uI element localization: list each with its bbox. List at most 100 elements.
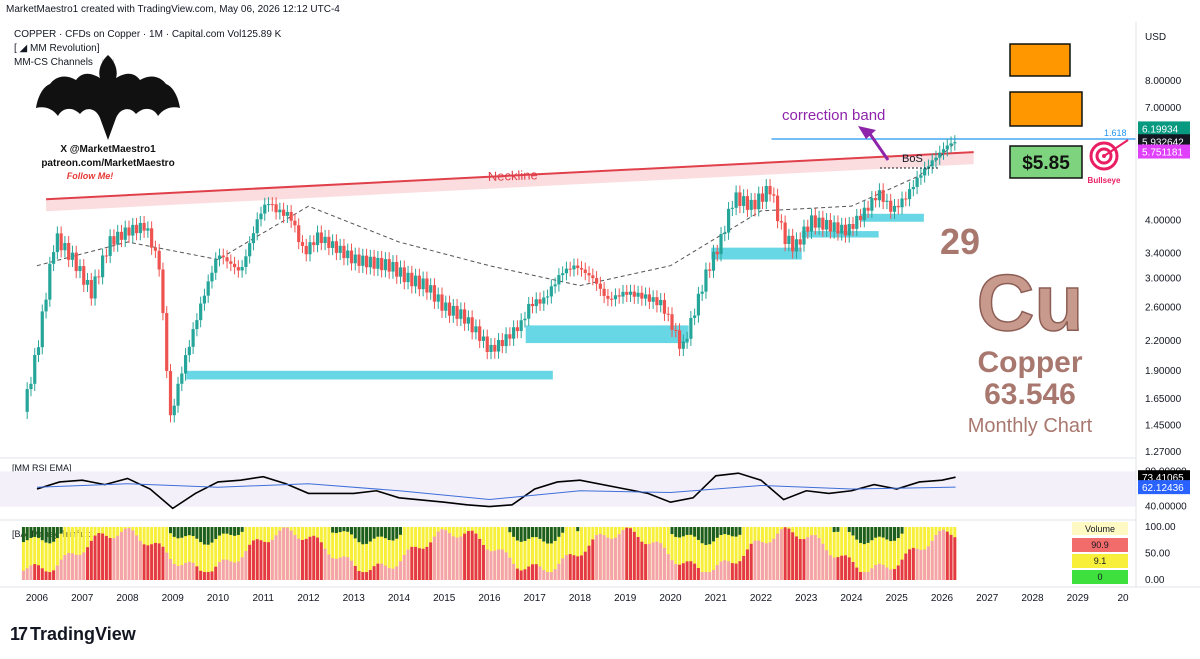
flux-bar-red — [474, 533, 478, 580]
x-tick-label: 2015 — [433, 593, 456, 604]
flux-bar-red — [508, 557, 512, 580]
flux-bar-green — [542, 527, 546, 542]
x-tick-label: 2013 — [343, 593, 366, 604]
flux-bar-red — [112, 538, 116, 580]
volume-table-row-bg — [1072, 554, 1128, 568]
flux-bar-red — [165, 552, 169, 580]
flux-bar-red — [515, 568, 519, 580]
x-tick-label: 2020 — [659, 593, 682, 604]
flux-bar-bg — [553, 527, 557, 580]
candle-body — [557, 275, 561, 285]
flux-bar-red — [889, 569, 893, 580]
candle-body — [131, 224, 135, 236]
candle-body — [545, 296, 550, 298]
flux-bar-bg — [847, 527, 851, 580]
candle-body — [504, 334, 508, 347]
candle-body — [489, 344, 493, 352]
volume-table-row-bg — [1072, 570, 1128, 584]
y-tick-label: 1.65000 — [1145, 394, 1182, 405]
candle-body — [594, 278, 599, 284]
flux-bar-red — [644, 544, 648, 580]
flux-bar-bg — [214, 527, 218, 580]
x-tick-label: 2018 — [569, 593, 592, 604]
rsi-ema-line — [36, 483, 956, 501]
candle-body — [251, 233, 256, 244]
flux-bar-red — [527, 566, 531, 580]
candle-body — [768, 185, 772, 195]
candle-body — [353, 254, 357, 264]
flux-bar-green — [874, 527, 878, 538]
flux-bar-green — [546, 527, 550, 544]
y-tick-label: 3.00000 — [1145, 274, 1182, 285]
candle-body — [383, 259, 388, 271]
flux-bar-bg — [738, 527, 742, 580]
candle-body — [892, 205, 897, 212]
indicator-label-channels[interactable]: MM-CS Channels — [14, 57, 93, 68]
flux-bar-red — [595, 535, 599, 580]
flux-bar-green — [37, 527, 41, 538]
flux-bar-red — [606, 537, 610, 580]
candle-body — [459, 309, 463, 319]
candle-body — [108, 236, 112, 256]
flux-bar-green — [527, 527, 531, 539]
candle-body — [519, 320, 523, 332]
flux-tick: 50.00 — [1145, 549, 1170, 560]
flux-bar-red — [855, 567, 859, 580]
flux-bar-red — [236, 561, 240, 580]
flux-bar-bg — [74, 527, 78, 580]
candle-body — [659, 299, 663, 306]
candle-body — [51, 252, 56, 264]
candle-body — [176, 383, 180, 406]
candle-body — [78, 266, 82, 272]
flux-bar-bg — [696, 527, 700, 580]
flux-bar-red — [892, 569, 896, 580]
candle-body — [474, 326, 478, 333]
volume-table-row-bg — [1072, 538, 1128, 552]
candle-body — [775, 195, 780, 222]
flux-bar-green — [674, 527, 678, 537]
flux-bar-red — [478, 538, 482, 580]
flux-bar-bg — [685, 527, 689, 580]
bos-label: BoS — [902, 153, 923, 165]
flux-bar-bg — [218, 527, 222, 580]
flux-bar-red — [202, 572, 206, 580]
flux-tick: 0.00 — [1145, 575, 1165, 586]
flux-bar-red — [681, 563, 685, 580]
flux-bar-green — [862, 527, 866, 545]
candle-body — [116, 231, 120, 245]
tradingview-logo[interactable]: 17 TradingView — [10, 624, 136, 645]
candle-body — [361, 255, 365, 266]
candle-body — [217, 255, 222, 260]
flux-bar-bg — [37, 527, 41, 580]
indicator-label-revolution[interactable]: [ ◢ MM Revolution] — [14, 43, 100, 54]
candle-body — [187, 346, 191, 356]
flux-bar-red — [312, 535, 316, 580]
candle-body — [953, 142, 957, 144]
x-tick-label: 2014 — [388, 593, 411, 604]
flux-bar-bg — [689, 527, 693, 580]
candle-body — [738, 192, 742, 206]
candle-body — [112, 236, 116, 245]
volume-table-row: 90.9 — [1091, 540, 1109, 550]
flux-bar-red — [387, 568, 391, 580]
flux-bar-red — [666, 554, 670, 580]
flux-bar-red — [512, 563, 516, 580]
candle-body — [82, 266, 86, 285]
candle-body — [300, 242, 305, 246]
flux-bar-green — [187, 527, 191, 536]
x-tick-label: 2017 — [524, 593, 547, 604]
flux-bar-bg — [678, 527, 682, 580]
candle-body — [809, 215, 814, 232]
flux-bar-bg — [21, 527, 25, 580]
flux-bar-red — [180, 565, 184, 580]
candle-body — [308, 242, 312, 255]
flux-bar-bg — [530, 527, 534, 580]
rsi-value-label: 73.41065 — [1142, 473, 1184, 484]
flux-bar-red — [116, 535, 120, 580]
flux-bar-green — [346, 527, 350, 532]
flux-bar-green — [387, 527, 391, 540]
flux-bar-green — [866, 527, 870, 543]
flux-bar-red — [580, 555, 584, 580]
y-tick-label: 2.60000 — [1145, 303, 1182, 314]
